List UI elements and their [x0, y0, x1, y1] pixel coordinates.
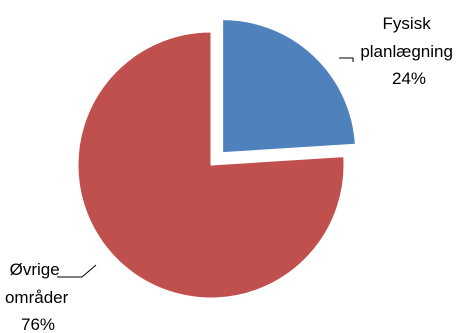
- pie-slice-fysisk-planlaegning: [222, 19, 356, 154]
- leader-line-fysisk: [339, 57, 354, 62]
- leader-line-ovrige: [57, 264, 97, 278]
- data-label-fysisk-planlaegning: Fysisk planlægning 24%: [360, 14, 457, 88]
- data-label-fysisk-line1: Fysisk: [383, 14, 432, 33]
- data-label-fysisk-line2: planlægning: [360, 42, 453, 61]
- data-label-ovrige-line1: Øvrige: [10, 260, 60, 279]
- data-label-fysisk-percent: 24%: [392, 69, 426, 88]
- pie-slice-ovrige-omraader: [77, 31, 345, 299]
- data-label-ovrige-omraader: Øvrige områder 76%: [5, 260, 73, 333]
- data-label-ovrige-line2: områder: [5, 288, 69, 307]
- data-label-ovrige-percent: 76%: [21, 315, 55, 333]
- pie-slices: [77, 19, 356, 299]
